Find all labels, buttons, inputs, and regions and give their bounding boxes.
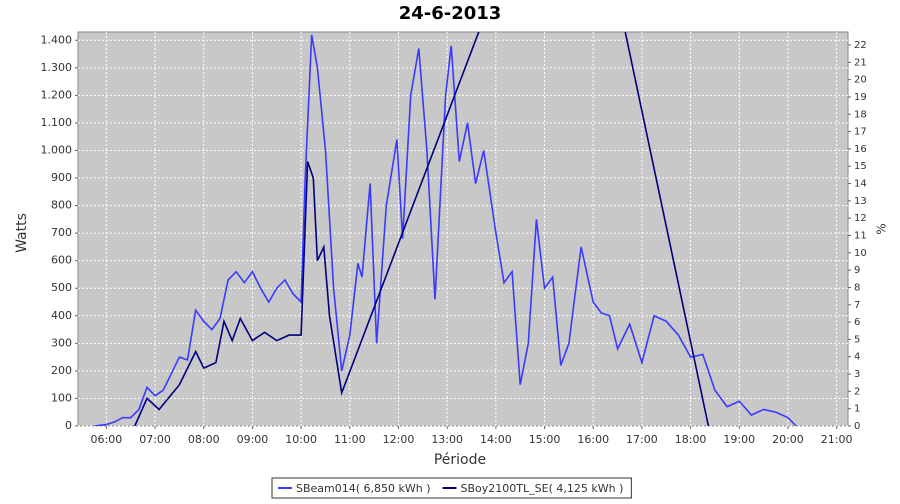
y2-tick-label: 8	[854, 282, 860, 293]
y2-tick-label: 11	[854, 230, 867, 241]
x-tick-label: 17:00	[626, 433, 658, 446]
plot-area	[77, 31, 849, 427]
y2-tick-label: 17	[854, 127, 867, 138]
x-axis-label: Période	[434, 452, 486, 468]
series-line	[94, 34, 797, 426]
x-tick-label: 11:00	[334, 433, 366, 446]
y2-tick-label: 4	[854, 352, 860, 363]
y-tick-label: 900	[51, 171, 72, 184]
y-axis-label: Watts	[14, 213, 30, 253]
y-tick-label: 300	[51, 336, 72, 349]
x-tick-label: 09:00	[237, 433, 269, 446]
chart-title: 24-6-2013	[399, 3, 502, 24]
y2-tick-label: 18	[854, 109, 867, 120]
y2-axis-label: %	[875, 223, 889, 234]
y-tick-label: 1.100	[41, 116, 73, 129]
y-tick-label: 800	[51, 199, 72, 212]
y2-tick-label: 19	[854, 92, 867, 103]
y2-tick-label: 13	[854, 196, 867, 207]
x-tick-label: 08:00	[188, 433, 220, 446]
y2-tick-label: 2	[854, 386, 860, 397]
y2-tick-label: 22	[854, 40, 867, 51]
y2-tick-label: 14	[854, 179, 867, 190]
y-tick-label: 100	[51, 391, 72, 404]
legend-label: SBoy2100TL_SE( 4,125 kWh )	[461, 482, 624, 495]
x-tick-label: 14:00	[480, 433, 512, 446]
y2-tick-label: 1	[854, 404, 860, 415]
series-line	[134, 32, 710, 426]
y-tick-label: 1.000	[41, 143, 73, 156]
x-tick-label: 06:00	[91, 433, 123, 446]
x-tick-label: 20:00	[772, 433, 804, 446]
y2-tick-label: 5	[854, 334, 860, 345]
y-tick-label: 1.200	[41, 88, 73, 101]
x-tick-label: 07:00	[139, 433, 171, 446]
x-tick-label: 16:00	[577, 433, 609, 446]
y-tick-label: 1.300	[41, 61, 73, 74]
y2-tick-label: 3	[854, 369, 860, 380]
x-tick-label: 12:00	[383, 433, 415, 446]
y2-tick-label: 20	[854, 75, 867, 86]
y-tick-label: 700	[51, 226, 72, 239]
x-tick-label: 18:00	[675, 433, 707, 446]
y-tick-label: 0	[65, 419, 72, 432]
x-tick-label: 13:00	[431, 433, 463, 446]
y2-tick-label: 21	[854, 57, 867, 68]
legend-label: SBeam014( 6,850 kWh )	[296, 482, 431, 495]
y2-tick-label: 16	[854, 144, 867, 155]
series-group	[94, 32, 797, 426]
y-tick-label: 500	[51, 281, 72, 294]
y-tick-label: 400	[51, 309, 72, 322]
y2-tick-label: 6	[854, 317, 860, 328]
y2-tick-label: 15	[854, 161, 867, 172]
y-tick-label: 600	[51, 254, 72, 267]
y2-tick-label: 12	[854, 213, 867, 224]
y2-tick-label: 9	[854, 265, 860, 276]
x-tick-label: 15:00	[529, 433, 561, 446]
y2-tick-label: 7	[854, 300, 860, 311]
y-tick-label: 200	[51, 364, 72, 377]
x-tick-label: 21:00	[821, 433, 853, 446]
x-tick-label: 10:00	[285, 433, 317, 446]
y2-tick-label: 0	[854, 421, 860, 432]
x-tick-label: 19:00	[723, 433, 755, 446]
y2-tick-label: 10	[854, 248, 867, 259]
y-tick-label: 1.400	[41, 33, 73, 46]
